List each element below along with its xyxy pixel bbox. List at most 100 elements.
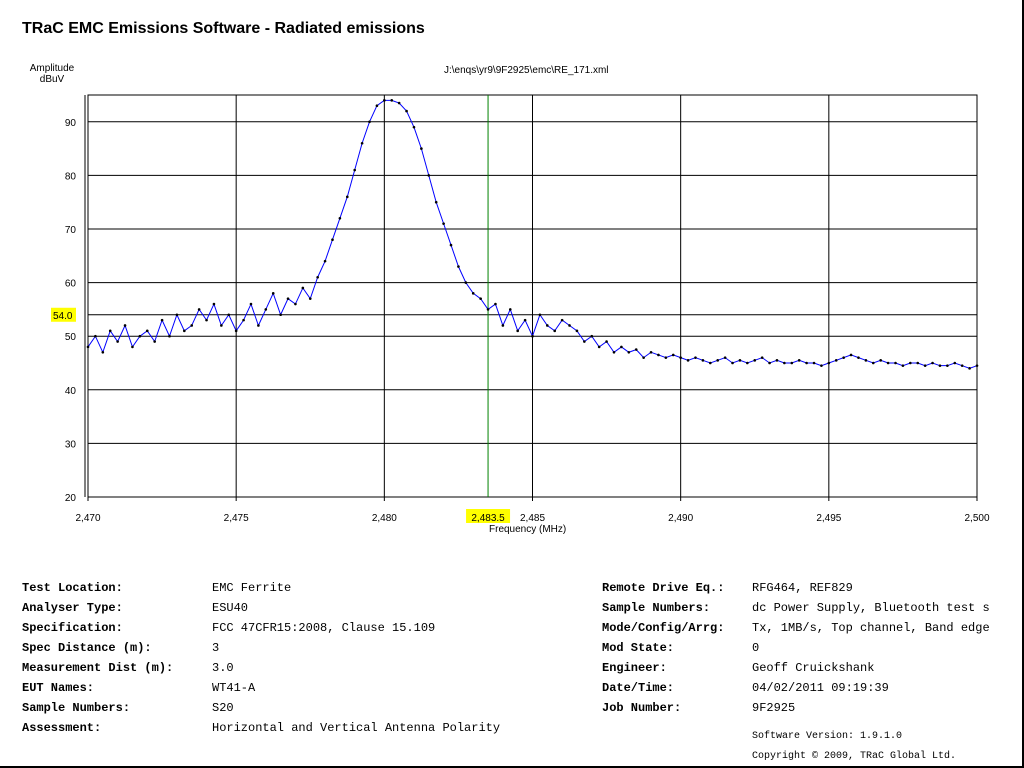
info-value: S20 [212, 701, 234, 715]
trace-point [145, 329, 149, 333]
trace-point [805, 361, 808, 365]
trace-point [131, 345, 134, 349]
trace-point [383, 99, 386, 102]
info-row: Measurement Dist (m): 3.0 [22, 658, 500, 678]
trace-point [627, 350, 631, 354]
trace-point [657, 353, 660, 357]
trace-point [160, 318, 164, 322]
trace-point [323, 259, 327, 263]
trace-point [560, 318, 564, 322]
trace-point [168, 334, 171, 338]
trace-point [123, 324, 127, 327]
trace-point [842, 356, 845, 359]
info-value: 04/02/2011 09:19:39 [752, 681, 889, 695]
info-row: EUT Names: WT41-A [22, 678, 500, 698]
info-label: Date/Time: [602, 681, 675, 695]
trace-point [316, 275, 319, 279]
info-row: Sample Numbers: dc Power Supply, Bluetoot… [602, 598, 990, 618]
trace-point [909, 361, 912, 365]
info-row: Job Number: 9F2925 [602, 698, 990, 718]
trace-point [975, 364, 979, 367]
trace-point [412, 125, 416, 129]
trace-point [212, 302, 216, 306]
trace-point [442, 222, 445, 225]
info-value: 3.0 [212, 661, 234, 675]
x-tick-label: 2,500 [964, 513, 989, 524]
trace-point [353, 168, 357, 172]
trace-point [257, 324, 260, 327]
trace-point [234, 329, 238, 333]
info-row: Date/Time: 04/02/2011 09:19:39 [602, 678, 990, 698]
trace-point [486, 308, 490, 311]
y-tick-label: 20 [65, 493, 77, 504]
trace-point [94, 334, 97, 338]
info-label: Sample Numbers: [22, 701, 131, 715]
trace-point [849, 353, 853, 357]
trace-point [797, 359, 801, 362]
trace-point [590, 334, 594, 338]
info-row: Mod State: 0 [602, 638, 990, 658]
info-value: 9F2925 [752, 701, 796, 715]
info-value: Horizontal and Vertical Antenna Polarity [212, 721, 501, 735]
info-value: 0 [752, 641, 760, 655]
trace-point [931, 361, 934, 365]
trace-point [783, 361, 786, 365]
trace-point [597, 345, 601, 349]
trace-point [471, 292, 475, 295]
trace-point [746, 361, 749, 365]
info-row: Specification: FCC 47CFR15:2008, Clause 1… [22, 618, 500, 638]
y-axis-label-line1: Amplitude [29, 63, 75, 74]
trace-point [923, 364, 927, 367]
trace-point [871, 361, 875, 365]
info-label: Remote Drive Eq.: [602, 581, 725, 595]
trace-point [916, 361, 920, 365]
trace-point [620, 345, 623, 349]
trace-point [642, 356, 645, 359]
y-tick-label: 80 [65, 171, 77, 182]
trace-point [197, 308, 201, 311]
trace-point [227, 313, 231, 317]
trace-point [183, 329, 186, 333]
trace-point [553, 329, 557, 333]
trace-point [568, 324, 571, 327]
trace-point [612, 350, 616, 354]
info-label: Analyser Type: [22, 601, 123, 615]
trace-point [701, 359, 705, 362]
trace-point [531, 334, 534, 338]
trace-point [390, 99, 394, 102]
trace-point [575, 329, 579, 333]
trace-point [694, 356, 697, 359]
trace-point [820, 364, 823, 367]
info-label: Mode/Config/Arrg: [602, 621, 725, 635]
trace-point [834, 359, 838, 362]
y-axis-label: Amplitude dBuV [22, 63, 82, 85]
x-tick-label: 2,490 [668, 513, 693, 524]
software-version: Software Version: 1.9.1.0 [752, 731, 903, 742]
trace-point [220, 324, 223, 327]
info-label: Assessment: [22, 721, 102, 735]
y-tick-label: 30 [65, 439, 77, 450]
info-value: EMC Ferrite [212, 581, 292, 595]
trace-point [960, 364, 964, 367]
trace-point [271, 292, 275, 295]
chart-title-file-path: J:\enqs\yr9\9F2925\emc\RE_171.xml [444, 65, 609, 76]
trace-point [279, 313, 282, 317]
trace-point [375, 104, 379, 108]
trace-point [479, 297, 482, 300]
window-border-right [1022, 0, 1024, 768]
x-axis-label: Frequency (MHz) [489, 524, 567, 535]
trace-point [523, 318, 527, 322]
trace-point [886, 361, 890, 365]
trace-point [368, 120, 371, 124]
trace-point [827, 361, 831, 365]
info-value: Geoff Cruickshank [752, 661, 875, 675]
trace-point [812, 361, 816, 365]
emissions-chart: 20 30 40 50 60 70 80 90 2,470 2,475 2,480 2,485 2,49… [51, 94, 990, 524]
trace-point [723, 356, 727, 359]
info-label: Specification: [22, 621, 123, 635]
trace-point [175, 313, 179, 317]
info-row: Engineer: Geoff Cruickshank [602, 658, 990, 678]
trace-point [901, 364, 905, 367]
x-tick-label: 2,485 [520, 513, 545, 524]
info-value: ESU40 [212, 601, 249, 615]
